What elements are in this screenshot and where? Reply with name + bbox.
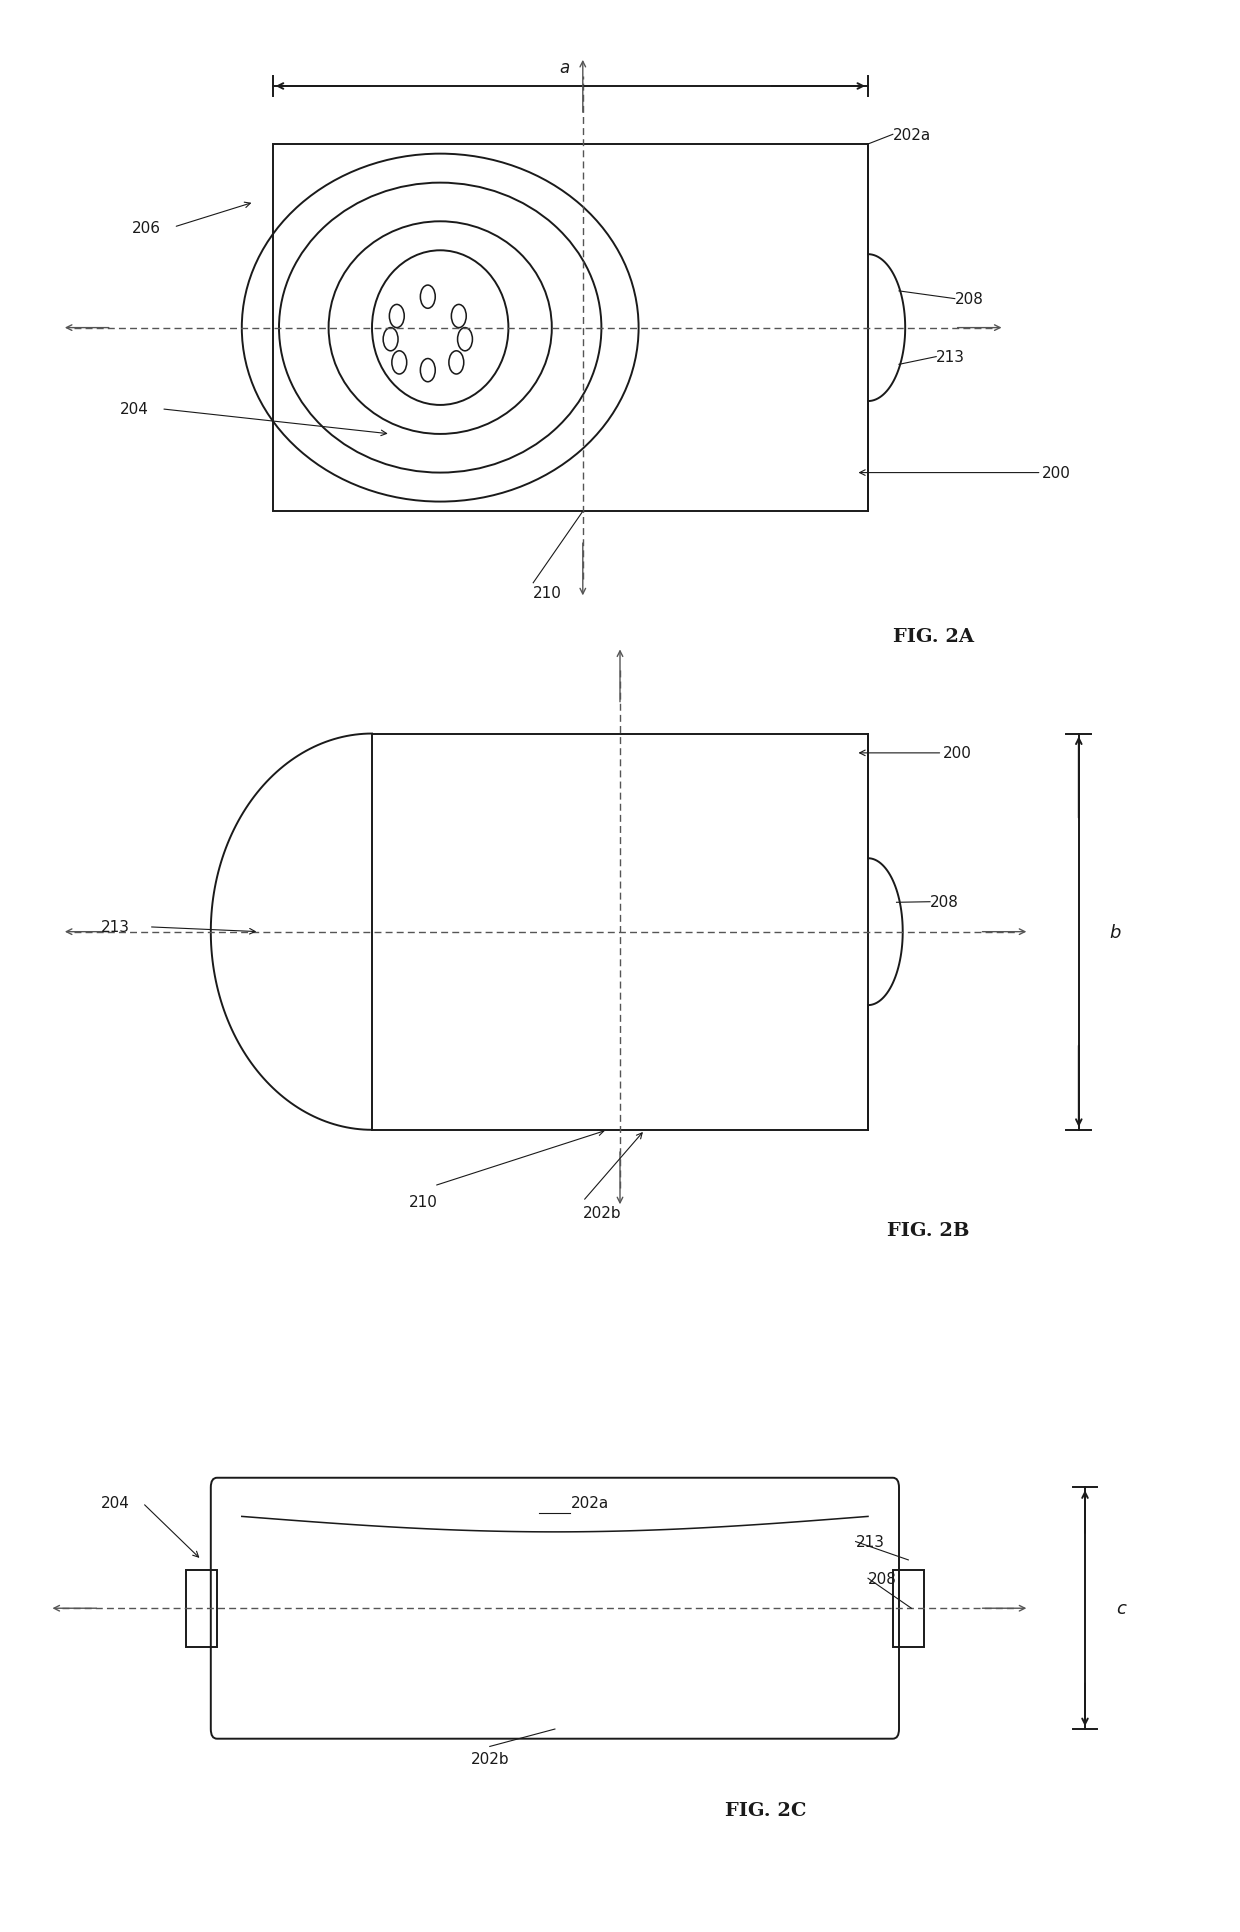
Text: FIG. 2C: FIG. 2C [725,1801,807,1818]
Text: 200: 200 [942,746,971,761]
Text: 202b: 202b [470,1750,510,1766]
Text: 204: 204 [102,1495,130,1511]
Text: 213: 213 [102,920,130,935]
Text: 210: 210 [533,585,562,601]
Text: b: b [1110,923,1121,941]
Bar [372,734,868,1130]
Text: 208: 208 [868,1571,897,1586]
Text: 202a: 202a [893,128,931,143]
Text: 210: 210 [409,1194,438,1209]
Text: FIG. 2A: FIG. 2A [893,628,973,645]
Bar [186,1569,217,1646]
Text: 208: 208 [930,895,959,910]
Text: 204: 204 [120,402,149,417]
Text: 213: 213 [936,350,965,365]
Text: c: c [1116,1600,1126,1617]
Bar [273,145,868,512]
Text: 208: 208 [955,292,983,307]
Text: 206: 206 [133,220,161,236]
Text: 213: 213 [856,1534,884,1549]
Text: FIG. 2B: FIG. 2B [887,1221,970,1238]
Bar [893,1569,924,1646]
Text: 200: 200 [1042,466,1070,481]
Text: 202b: 202b [583,1206,621,1221]
Text: a: a [559,58,569,77]
Text: 202a: 202a [570,1495,609,1511]
